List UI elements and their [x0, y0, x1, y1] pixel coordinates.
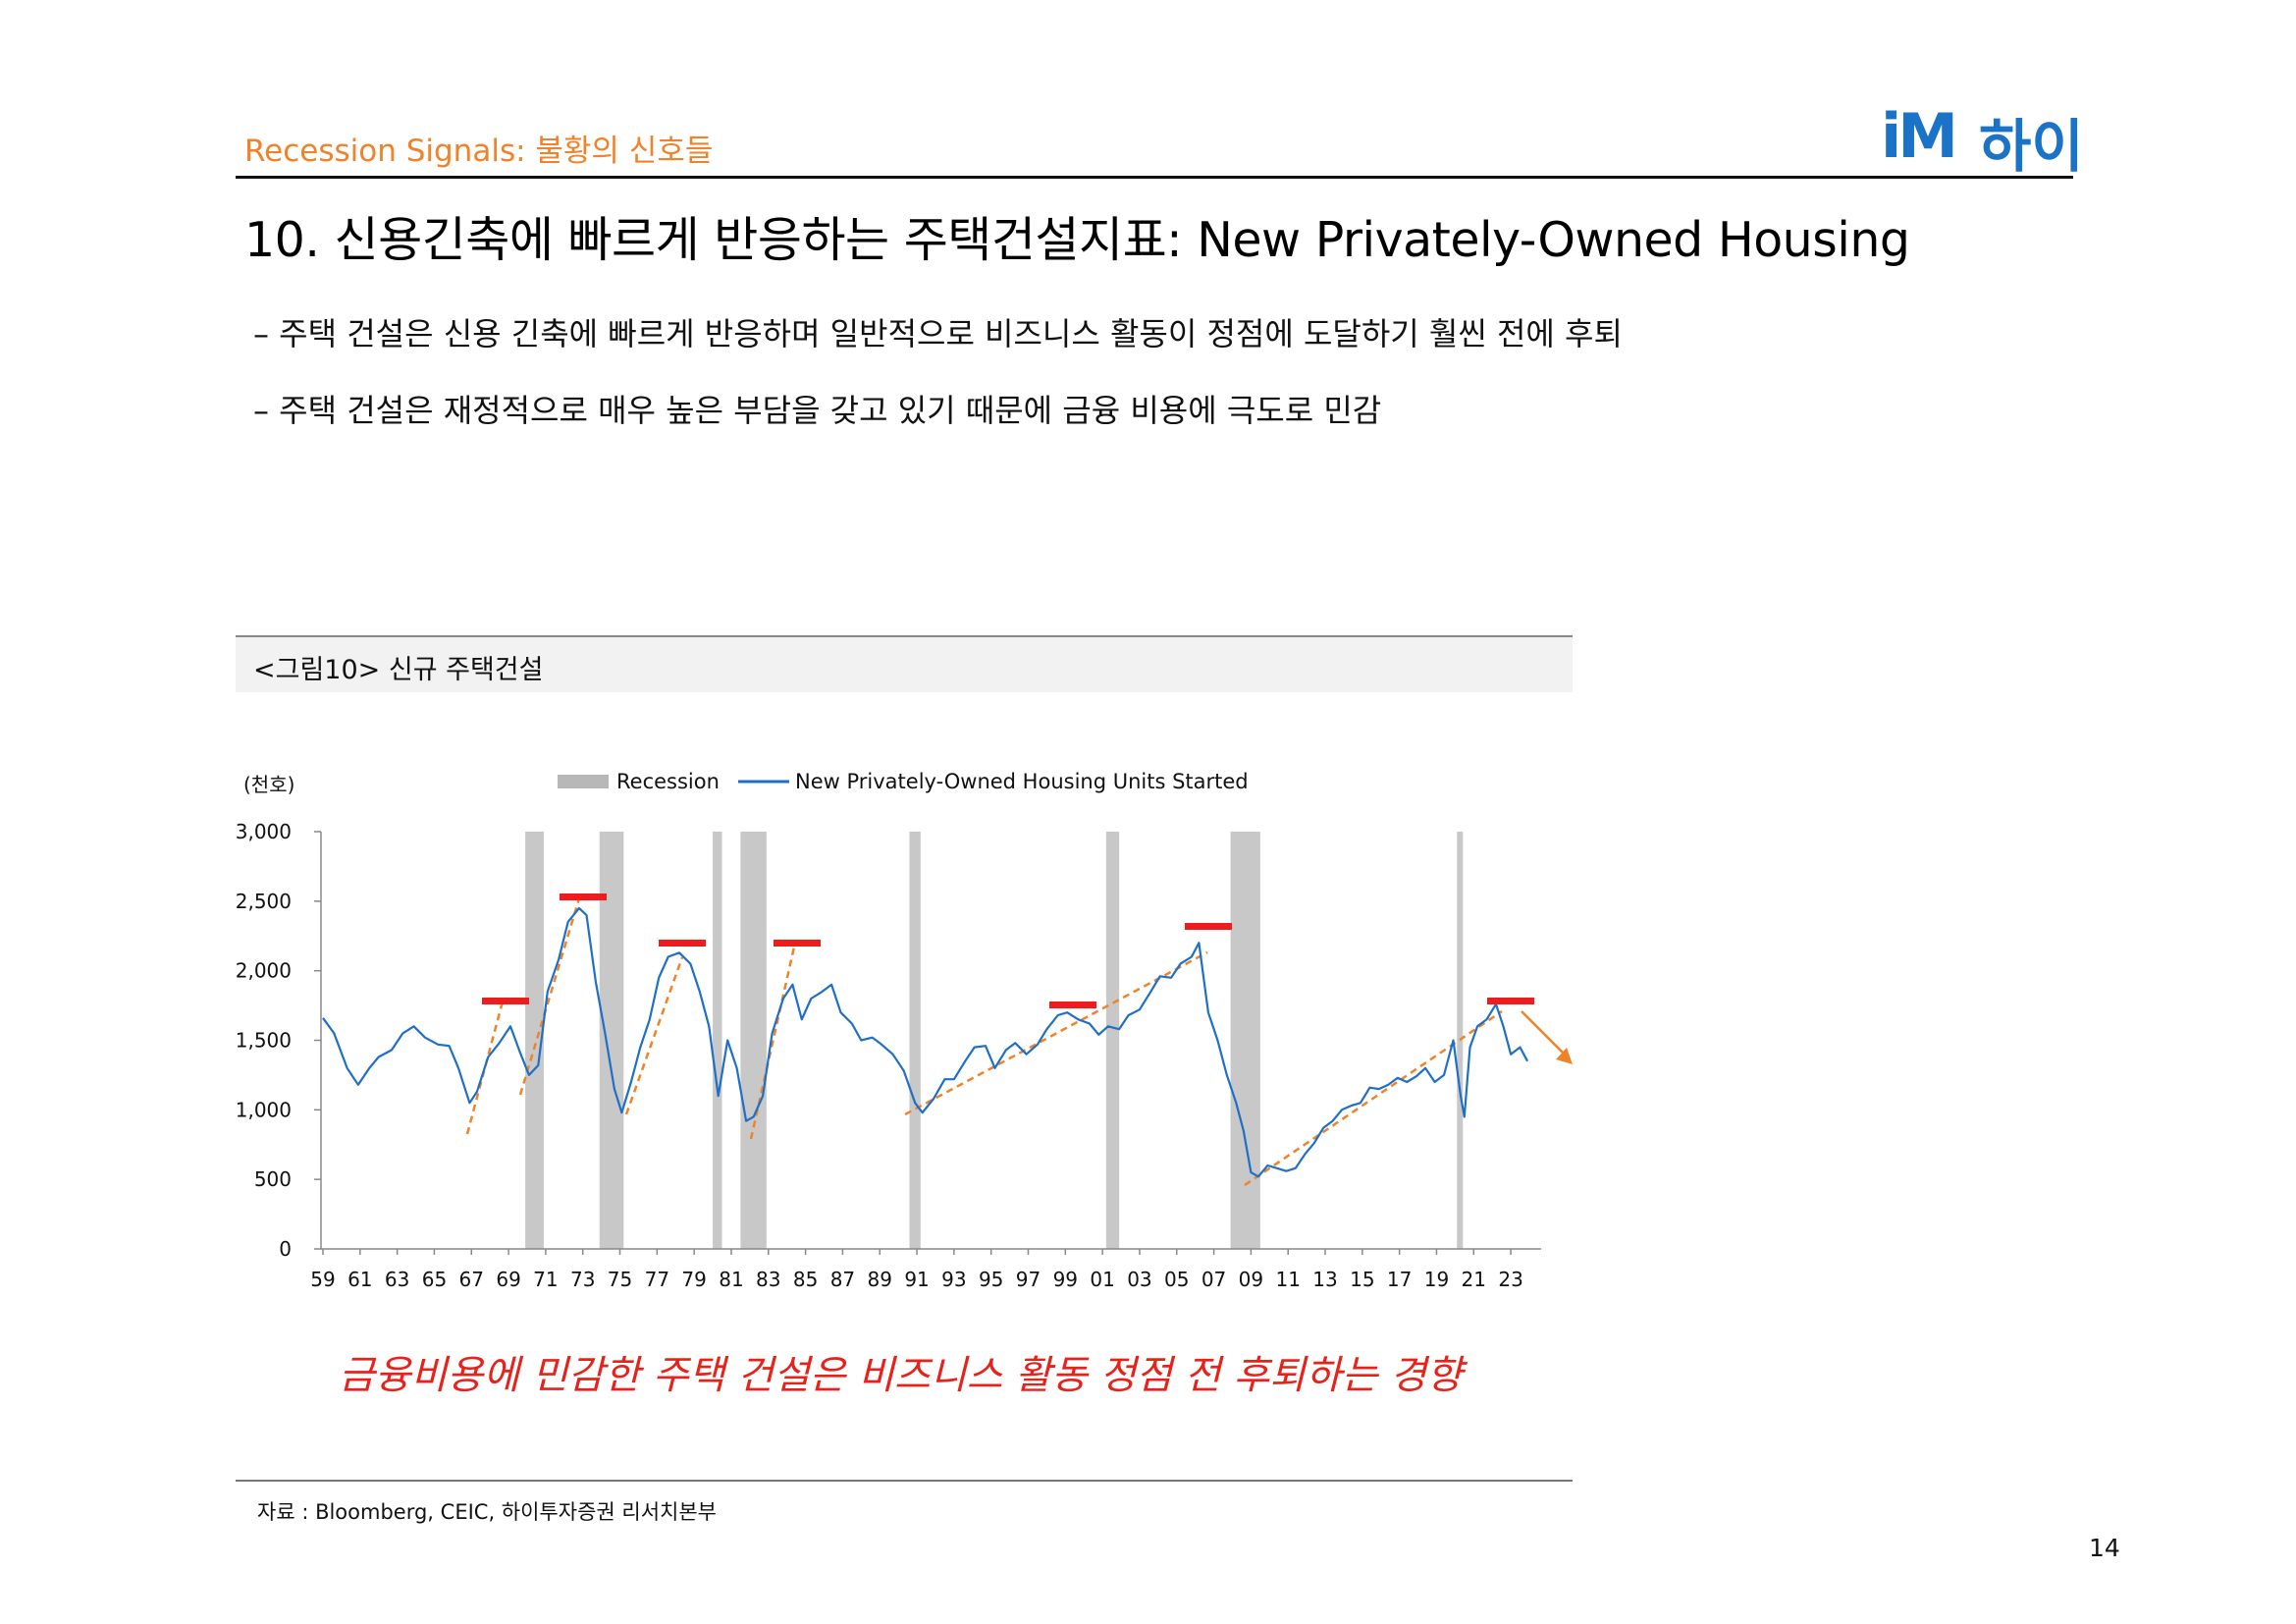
- x-tick-label: 79: [681, 1268, 706, 1291]
- y-tick-label: 3,000: [236, 820, 292, 843]
- y-tick-label: 0: [279, 1237, 292, 1261]
- peak-marker: [1049, 1001, 1096, 1008]
- y-tick-label: 1,000: [236, 1098, 292, 1121]
- x-ticks: 59 61 63 65 67 69 71 73 75 77 79 81 83 85 87 89 91 93 95 97…: [310, 1249, 1523, 1291]
- legend-recession-swatch: [558, 775, 609, 788]
- x-tick-label: 03: [1127, 1268, 1151, 1291]
- x-tick-label: 89: [868, 1268, 892, 1291]
- header-divider: [236, 176, 2073, 179]
- footer-divider: [236, 1480, 1573, 1482]
- x-tick-label: 95: [979, 1268, 1003, 1291]
- x-tick-label: 97: [1016, 1268, 1041, 1291]
- y-tick-label: 2,000: [236, 959, 292, 983]
- logo-mark: iM: [1881, 100, 1958, 172]
- x-tick-label: 83: [756, 1268, 780, 1291]
- legend-recession-label: Recession: [616, 770, 720, 793]
- housing-starts-line: [322, 906, 1529, 1178]
- y-tick-label: 2,500: [236, 890, 292, 913]
- x-tick-label: 85: [793, 1268, 818, 1291]
- y-tick-label: 1,500: [236, 1029, 292, 1053]
- peak-marker: [1487, 998, 1534, 1004]
- legend-series-label: New Privately-Owned Housing Units Starte…: [795, 770, 1249, 793]
- x-tick-label: 63: [385, 1268, 409, 1291]
- bullet-item: – 주택 건설은 재정적으로 매우 높은 부담을 갖고 있기 때문에 금융 비용…: [253, 392, 1382, 429]
- x-tick-label: 99: [1053, 1268, 1078, 1291]
- x-tick-label: 87: [830, 1268, 855, 1291]
- x-tick-label: 73: [570, 1268, 595, 1291]
- x-tick-label: 75: [608, 1268, 632, 1291]
- x-tick-label: 15: [1350, 1268, 1374, 1291]
- source-note: 자료 : Bloomberg, CEIC, 하이투자증권 리서치본부: [257, 1500, 717, 1524]
- peak-marker: [1185, 923, 1232, 930]
- x-tick-label: 81: [719, 1268, 743, 1291]
- logo-text: 하이: [1979, 113, 2084, 180]
- x-tick-label: 13: [1312, 1268, 1337, 1291]
- peak-marker: [482, 998, 529, 1004]
- y-tick-label: 500: [254, 1167, 292, 1191]
- recession-band: [740, 832, 767, 1249]
- x-tick-label: 77: [645, 1268, 669, 1291]
- trend-line: [624, 956, 684, 1115]
- recession-band: [713, 832, 722, 1249]
- peak-marker: [560, 893, 607, 900]
- figure-caption: <그림10> 신규 주택건설: [253, 655, 544, 685]
- x-tick-label: 65: [422, 1268, 447, 1291]
- recession-bands: [525, 832, 1464, 1249]
- page-title: 10. 신용긴축에 빠르게 반응하는 주택건설지표: New Privately…: [244, 212, 1910, 268]
- recession-band: [1230, 832, 1260, 1249]
- chart-axes: [320, 832, 1541, 1250]
- recession-band: [599, 832, 624, 1249]
- x-tick-label: 67: [459, 1268, 484, 1291]
- trend-annotations: [465, 897, 1573, 1187]
- peak-marker: [659, 940, 706, 947]
- trend-line: [518, 897, 581, 1096]
- peak-marker: [774, 940, 821, 947]
- trend-arrow-head: [1556, 1048, 1573, 1064]
- legend: Recession New Privately-Owned Housing Un…: [558, 770, 1249, 793]
- bullet-item: – 주택 건설은 신용 긴축에 빠르게 반응하며 일반적으로 비즈니스 활동이 …: [253, 315, 1623, 352]
- peak-markers: [482, 893, 1534, 1008]
- x-tick-label: 69: [496, 1268, 520, 1291]
- x-tick-label: 07: [1201, 1268, 1226, 1291]
- x-tick-label: 21: [1462, 1268, 1486, 1291]
- recession-band: [1105, 832, 1120, 1249]
- x-tick-label: 05: [1164, 1268, 1189, 1291]
- y-unit-label: (천호): [243, 773, 294, 796]
- trend-arrow-line: [1521, 1010, 1570, 1059]
- recession-band: [525, 832, 545, 1249]
- x-tick-label: 71: [533, 1268, 558, 1291]
- section-label: Recession Signals: 불황의 신호들: [244, 134, 714, 169]
- page-number: 14: [2089, 1534, 2120, 1562]
- x-tick-label: 01: [1090, 1268, 1114, 1291]
- recession-band: [909, 832, 921, 1249]
- x-tick-label: 91: [904, 1268, 929, 1291]
- highlight-message: 금융비용에 민감한 주택 건설은 비즈니스 활동 정점 전 후퇴하는 경향: [339, 1353, 1463, 1398]
- x-tick-label: 93: [941, 1268, 966, 1291]
- x-tick-label: 17: [1387, 1268, 1412, 1291]
- trend-line: [749, 942, 797, 1140]
- x-tick-label: 09: [1239, 1268, 1263, 1291]
- figure-caption-bar: [236, 635, 1573, 692]
- trend-line: [1244, 1009, 1503, 1187]
- x-tick-label: 61: [347, 1268, 372, 1291]
- x-tick-label: 11: [1275, 1268, 1300, 1291]
- x-tick-label: 23: [1498, 1268, 1522, 1291]
- x-tick-label: 59: [310, 1268, 335, 1291]
- x-tick-label: 19: [1424, 1268, 1449, 1291]
- y-ticks: 3,000 2,500 2,000 1,500 1,000 500 0: [236, 820, 321, 1261]
- company-logo: iM 하이: [1881, 98, 2084, 180]
